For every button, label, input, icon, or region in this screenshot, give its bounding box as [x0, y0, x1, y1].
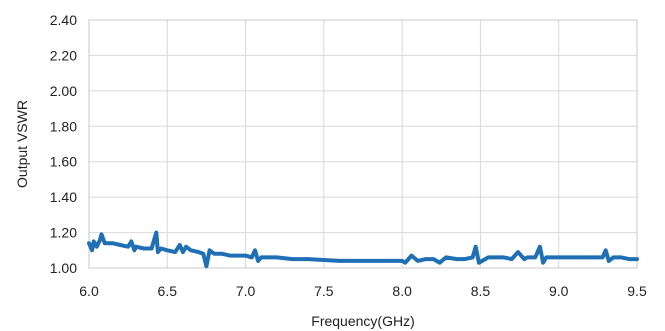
y-tick-label: 1.60 — [50, 154, 77, 170]
x-tick-label: 9.5 — [627, 283, 647, 299]
x-tick-label: 8.5 — [471, 283, 491, 299]
series-layer — [87, 230, 639, 269]
x-tick-label: 7.0 — [236, 283, 256, 299]
y-axis-title: Output VSWR — [14, 100, 30, 188]
y-tick-label: 1.80 — [50, 118, 77, 134]
y-tick-labels: 1.00 1.20 1.40 1.60 1.80 2.00 2.20 2.40 — [50, 12, 77, 276]
y-tick-label: 1.40 — [50, 189, 77, 205]
output-vswr-line — [87, 230, 639, 269]
x-tick-label: 7.5 — [314, 283, 334, 299]
x-tick-labels: 6.0 6.5 7.0 7.5 8.0 8.5 9.0 9.5 — [79, 283, 647, 299]
x-tick-label: 6.5 — [158, 283, 178, 299]
y-tick-label: 1.20 — [50, 225, 77, 241]
x-tick-label: 9.0 — [549, 283, 569, 299]
y-tick-label: 2.00 — [50, 83, 77, 99]
grid — [88, 19, 638, 269]
y-tick-label: 2.20 — [50, 47, 77, 63]
y-tick-label: 2.40 — [50, 12, 77, 28]
plot-frame — [88, 19, 638, 269]
x-tick-label: 8.0 — [392, 283, 412, 299]
y-tick-label: 1.00 — [50, 260, 77, 276]
x-axis-title: Frequency(GHz) — [311, 313, 414, 329]
x-tick-label: 6.0 — [79, 283, 99, 299]
